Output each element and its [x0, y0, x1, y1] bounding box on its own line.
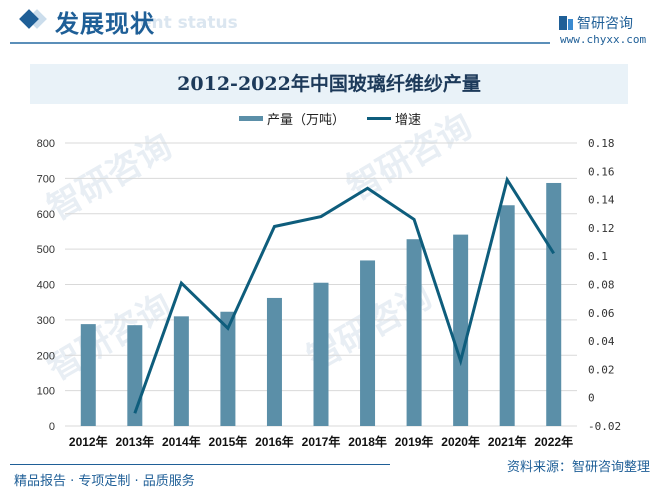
x-axis-label: 2018年 — [348, 434, 387, 449]
left-axis-tick: 600 — [37, 209, 55, 221]
bar — [499, 205, 515, 426]
x-axis-label: 2013年 — [115, 434, 154, 449]
left-axis-tick: 300 — [37, 315, 55, 327]
chart-title: 2012-2022年中国玻璃纤维纱产量 — [177, 73, 481, 95]
data-source: 资料来源：智研咨询整理 — [506, 460, 650, 475]
right-axis-tick: 0.18 — [588, 137, 615, 150]
x-axis-label: 2016年 — [255, 434, 294, 449]
logo-icon — [559, 16, 573, 30]
chart-title-band: 2012-2022年中国玻璃纤维纱产量 — [30, 64, 628, 104]
logo-url: www.chyxx.com — [560, 33, 647, 46]
footer-divider — [10, 464, 390, 465]
bar — [266, 297, 282, 426]
x-axis-label: 2021年 — [488, 434, 527, 449]
right-axis-tick: 0.08 — [588, 279, 615, 292]
x-axis-label: 2014年 — [162, 434, 201, 449]
legend-label-growth: 增速 — [395, 113, 422, 128]
left-axis-tick: 0 — [49, 421, 55, 433]
bar — [220, 311, 236, 426]
brand-logo: 智研咨询 — [559, 13, 633, 33]
growth-line — [133, 176, 555, 414]
chart-legend: 产量（万吨） 增速 — [0, 109, 660, 128]
left-axis-tick: 700 — [37, 173, 55, 185]
legend-label-production: 产量（万吨） — [266, 113, 345, 128]
page-title: 发展现状 — [55, 9, 155, 38]
right-axis-tick: 0.02 — [588, 363, 615, 376]
left-axis-tick: 400 — [37, 280, 55, 292]
right-axis-tick: -0.02 — [588, 420, 621, 433]
header-subtitle-watermark: ent status — [140, 13, 238, 33]
line-swatch-icon — [367, 117, 391, 120]
right-axis-tick: 0.1 — [588, 250, 608, 263]
right-axis-tick: 0.06 — [588, 307, 615, 320]
bar — [80, 324, 96, 426]
bar — [546, 182, 562, 426]
footer-tagline: 精品报告 · 专项定制 · 品质服务 — [14, 474, 195, 489]
right-axis-tick: 0.04 — [588, 335, 615, 348]
legend-item-production: 产量（万吨） — [238, 109, 345, 128]
x-axis-label: 2022年 — [534, 434, 573, 449]
bar — [313, 282, 329, 426]
x-axis-label: 2012年 — [69, 434, 108, 449]
left-axis-tick: 100 — [37, 386, 55, 398]
x-axis-label: 2019年 — [395, 434, 434, 449]
x-axis-label: 2017年 — [302, 434, 341, 449]
left-axis-tick: 200 — [37, 350, 55, 362]
bar — [406, 239, 422, 426]
bar — [173, 316, 189, 426]
right-axis-tick: 0.12 — [588, 222, 615, 235]
bar-swatch-icon — [238, 116, 263, 121]
bar — [360, 260, 376, 426]
right-axis-tick: 0.16 — [588, 165, 615, 178]
left-axis-tick: 800 — [37, 138, 55, 150]
logo-name: 智研咨询 — [577, 16, 633, 32]
bar — [453, 234, 469, 426]
x-axis-label: 2015年 — [209, 434, 248, 449]
right-axis-tick: 0 — [588, 392, 595, 405]
header-divider — [10, 42, 550, 44]
right-axis-tick: 0.14 — [588, 194, 615, 207]
legend-item-growth: 增速 — [367, 109, 421, 128]
left-axis-tick: 500 — [37, 244, 55, 256]
x-axis-label: 2020年 — [441, 434, 480, 449]
